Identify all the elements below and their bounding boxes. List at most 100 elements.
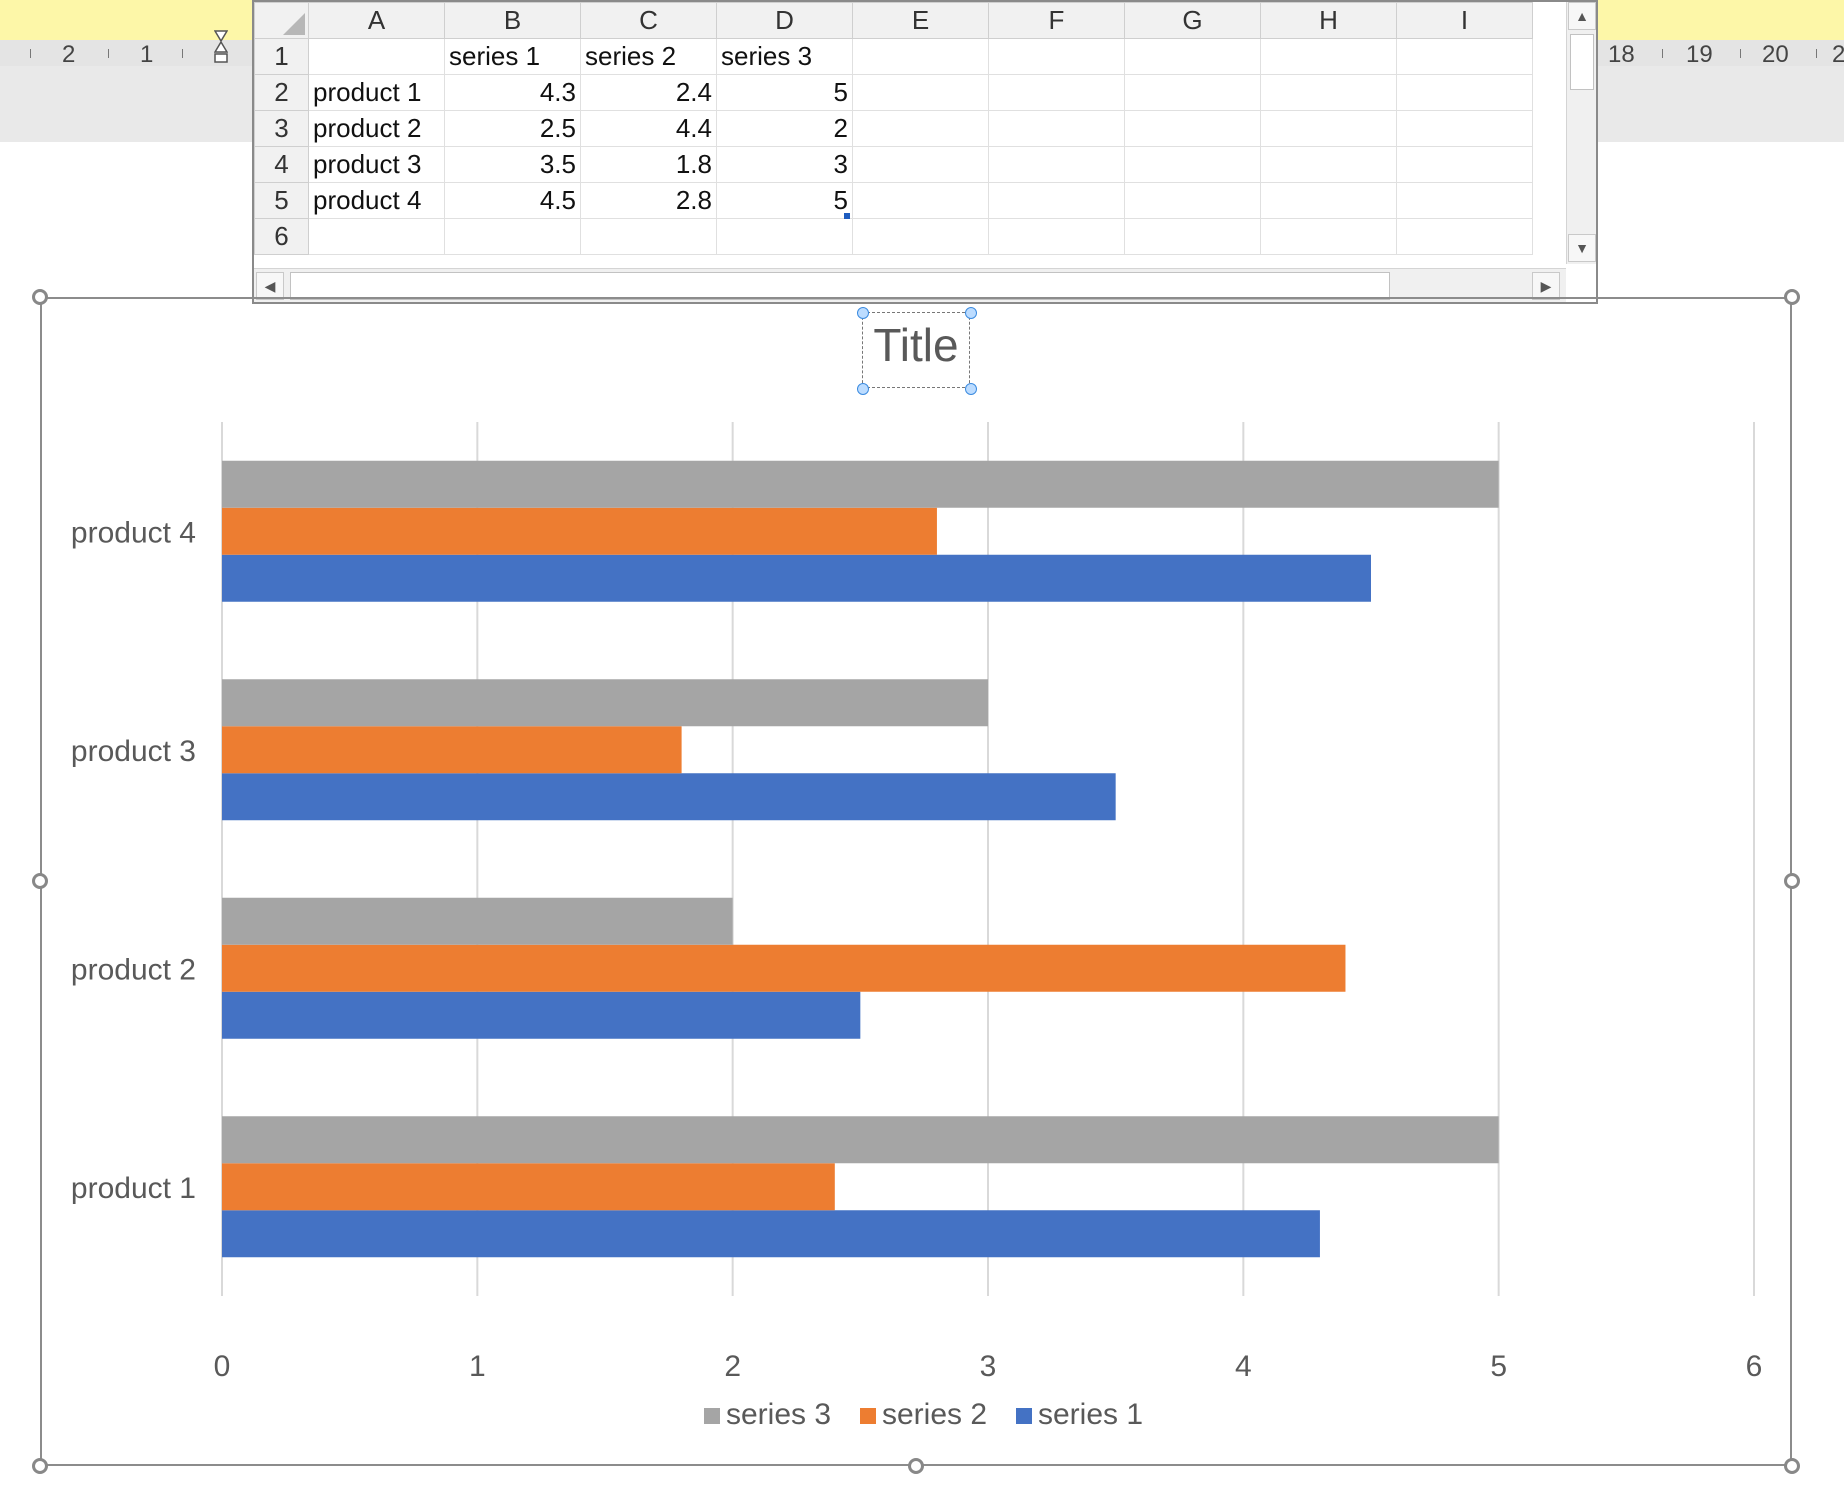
sheet-cell[interactable]	[988, 146, 1125, 183]
sheet-cell[interactable]	[988, 218, 1125, 255]
sheet-cell[interactable]: 2.5	[444, 110, 581, 147]
sheet-row[interactable]: 5 product 4 4.5 2.8 5	[254, 182, 1533, 219]
sheet-cell[interactable]: 4.4	[580, 110, 717, 147]
bar-series-2-product-3[interactable]	[222, 726, 682, 774]
category-label: product 4	[71, 516, 196, 549]
sheet-cell[interactable]	[1260, 74, 1397, 111]
sheet-cell[interactable]	[1124, 38, 1261, 75]
column-header[interactable]: D	[716, 2, 853, 39]
sheet-cell[interactable]	[1396, 74, 1533, 111]
resize-handle-top-right[interactable]	[1784, 289, 1800, 305]
sheet-cell[interactable]	[1260, 182, 1397, 219]
legend-swatch	[1016, 1408, 1032, 1424]
sheet-cell[interactable]: series 3	[716, 38, 853, 75]
bar-series-3-product-4[interactable]	[222, 460, 1499, 508]
sheet-cell[interactable]	[716, 218, 853, 255]
bar-series-1-product-3[interactable]	[222, 773, 1116, 821]
row-header[interactable]: 2	[254, 74, 309, 111]
ruler-number: 19	[1686, 41, 1713, 68]
triangle-up-icon[interactable]: ▲	[1568, 2, 1596, 30]
sheet-cell[interactable]	[1396, 218, 1533, 255]
sheet-cell[interactable]: series 2	[580, 38, 717, 75]
resize-handle-bottom[interactable]	[908, 1458, 924, 1474]
sheet-cell[interactable]	[852, 218, 989, 255]
sheet-row[interactable]: 1 series 1 series 2 series 3	[254, 38, 1533, 75]
bar-series-3-product-3[interactable]	[222, 679, 988, 727]
sheet-row[interactable]: 3 product 2 2.5 4.4 2	[254, 110, 1533, 147]
row-header[interactable]: 3	[254, 110, 309, 147]
fill-handle[interactable]	[844, 213, 850, 219]
sheet-cell[interactable]: 2.8	[580, 182, 717, 219]
triangle-right-icon[interactable]: ▶	[1532, 272, 1560, 300]
sheet-cell[interactable]	[1124, 218, 1261, 255]
title-handle[interactable]	[857, 383, 869, 395]
bar-series-1-product-2[interactable]	[222, 991, 861, 1039]
column-header[interactable]: F	[988, 2, 1125, 39]
sheet-cell[interactable]: 4.5	[444, 182, 581, 219]
row-header[interactable]: 1	[254, 38, 309, 75]
bar-series-1-product-4[interactable]	[222, 554, 1371, 602]
bar-series-2-product-2[interactable]	[222, 944, 1346, 992]
title-handle[interactable]	[965, 383, 977, 395]
sheet-cell[interactable]	[852, 146, 989, 183]
triangle-left-icon[interactable]: ◀	[256, 272, 284, 300]
sheet-cell[interactable]	[1124, 182, 1261, 219]
resize-handle-bottom-left[interactable]	[32, 1458, 48, 1474]
sheet-cell[interactable]	[1124, 74, 1261, 111]
resize-handle-top-left[interactable]	[32, 289, 48, 305]
sheet-cell[interactable]: product 3	[308, 146, 445, 183]
x-tick-label: 1	[469, 1350, 486, 1383]
ruler-number: 1	[140, 41, 154, 68]
sheet-row[interactable]: 2 product 1 4.3 2.4 5	[254, 74, 1533, 111]
resize-handle-right[interactable]	[1784, 873, 1800, 889]
row-header[interactable]: 6	[254, 218, 309, 255]
indent-marker-icon[interactable]	[214, 30, 228, 70]
chart-title[interactable]: Title	[873, 319, 959, 371]
data-grid[interactable]: A B C D E F G H I 1 series 1 series 2 serie…	[254, 2, 1533, 255]
bar-series-2-product-4[interactable]	[222, 507, 937, 555]
sheet-cell[interactable]: 4.3	[444, 74, 581, 111]
bar-series-1-product-1[interactable]	[222, 1210, 1320, 1258]
resize-handle-left[interactable]	[32, 873, 48, 889]
vertical-scroll-thumb[interactable]	[1570, 34, 1594, 90]
horizontal-scrollbar[interactable]: ◀ ▶	[254, 268, 1566, 302]
column-header[interactable]: H	[1260, 2, 1397, 39]
bar-series-3-product-2[interactable]	[222, 897, 733, 945]
sheet-cell[interactable]	[852, 74, 989, 111]
column-header[interactable]: C	[580, 2, 717, 39]
title-handle[interactable]	[857, 307, 869, 319]
resize-handle-bottom-right[interactable]	[1784, 1458, 1800, 1474]
sheet-cell[interactable]	[1396, 146, 1533, 183]
select-all-corner[interactable]	[254, 2, 309, 39]
chart-title-selection[interactable]	[862, 312, 970, 388]
sheet-row[interactable]: 6	[254, 218, 1533, 255]
horizontal-scroll-thumb[interactable]	[290, 272, 1390, 300]
triangle-down-icon[interactable]: ▼	[1568, 234, 1596, 262]
sheet-cell[interactable]	[444, 218, 581, 255]
column-header[interactable]: G	[1124, 2, 1261, 39]
sheet-cell[interactable]	[580, 218, 717, 255]
sheet-cell[interactable]: 5	[716, 74, 853, 111]
sheet-cell[interactable]	[1124, 110, 1261, 147]
sheet-cell[interactable]: 2	[716, 110, 853, 147]
ruler-number: 20	[1762, 41, 1789, 68]
row-header[interactable]: 4	[254, 146, 309, 183]
sheet-cell[interactable]: 3.5	[444, 146, 581, 183]
column-header[interactable]: A	[308, 2, 445, 39]
sheet-cell[interactable]	[988, 110, 1125, 147]
column-header[interactable]: I	[1396, 2, 1533, 39]
sheet-row[interactable]: 4 product 3 3.5 1.8 3	[254, 146, 1533, 183]
sheet-cell[interactable]: 5	[716, 182, 853, 219]
row-header[interactable]: 5	[254, 182, 309, 219]
bar-series-2-product-1[interactable]	[222, 1163, 835, 1211]
title-handle[interactable]	[965, 307, 977, 319]
x-tick-label: 0	[214, 1350, 231, 1383]
column-header[interactable]: B	[444, 2, 581, 39]
sheet-cell[interactable]	[1260, 218, 1397, 255]
ruler-number: 2	[62, 41, 76, 68]
chart-data-sheet[interactable]: A B C D E F G H I 1 series 1 series 2 serie…	[252, 0, 1598, 304]
bar-series-3-product-1[interactable]	[222, 1116, 1499, 1164]
sheet-cell[interactable]: product 2	[308, 110, 445, 147]
vertical-scrollbar[interactable]: ▲ ▼	[1566, 2, 1596, 264]
